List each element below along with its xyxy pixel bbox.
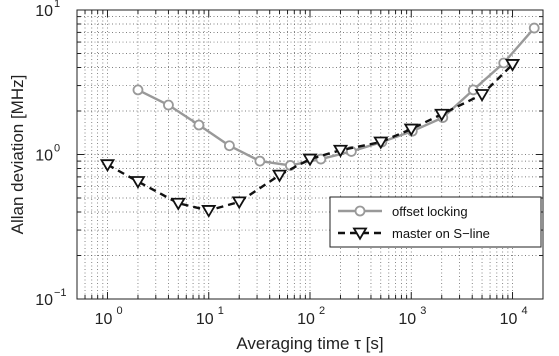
y-axis-label: Allan deviation [MHz] [8,75,27,235]
x-tick-exponent: 0 [116,305,122,317]
y-tick-base: 10 [35,148,53,165]
x-tick-label: 10 4 [500,305,528,328]
x-tick-label: 10 3 [398,305,426,328]
data-point [434,108,450,122]
legend-label: master on S−line [392,226,490,241]
data-point [224,140,235,152]
data-point [302,153,318,167]
y-tick-exponent: 0 [54,143,60,155]
y-tick-exponent: 1 [54,0,60,10]
data-point [99,159,116,173]
data-point [170,197,186,211]
x-tick-labels: 10 0 10 1 10 2 10 3 10 4 [95,305,528,328]
data-point [193,119,205,131]
x-tick-base: 10 [297,311,315,328]
data-point [163,99,174,111]
x-tick-exponent: 4 [522,305,528,317]
data-point [132,84,144,96]
x-tick-label: 10 0 [95,305,123,328]
grid-lines [76,9,544,300]
data-point [504,59,521,72]
series-master-on-s-line [99,59,521,218]
data-point [528,22,540,34]
data-point [231,196,247,210]
y-tick-label: 10 1 [35,0,60,20]
data-point [474,89,490,103]
x-tick-exponent: 2 [319,305,325,317]
legend: offset locking master on S−line [329,196,542,248]
x-tick-base: 10 [398,311,416,328]
data-point [130,176,146,190]
y-tick-base: 10 [35,3,53,20]
data-point [403,123,419,137]
data-point [315,153,327,165]
series-layer [99,22,540,218]
legend-marker [354,205,366,217]
legend-entry: offset locking [338,204,468,219]
legend-entry: master on S−line [338,226,490,241]
x-tick-label: 10 1 [196,305,224,328]
tick-marks [76,9,544,300]
legend-label: offset locking [392,204,468,219]
data-point [201,205,217,218]
x-tick-base: 10 [500,311,518,328]
x-tick-base: 10 [196,311,214,328]
data-point [271,169,288,183]
x-axis-label: Averaging time τ [s] [236,334,383,353]
x-tick-exponent: 1 [218,305,224,317]
x-tick-base: 10 [95,311,113,328]
y-tick-label: 10 0 [35,143,60,165]
series-line [137,27,536,167]
y-tick-label: 10 −1 [35,287,66,309]
legend-entries: offset locking master on S−line [338,204,490,241]
x-tick-exponent: 3 [420,305,426,317]
legend-box [329,196,542,248]
y-tick-exponent: −1 [54,287,67,299]
legend-marker [352,227,368,241]
x-tick-label: 10 2 [297,305,325,328]
data-point [254,155,266,167]
data-point [332,144,349,158]
data-point [373,136,389,150]
y-tick-base: 10 [35,292,53,309]
